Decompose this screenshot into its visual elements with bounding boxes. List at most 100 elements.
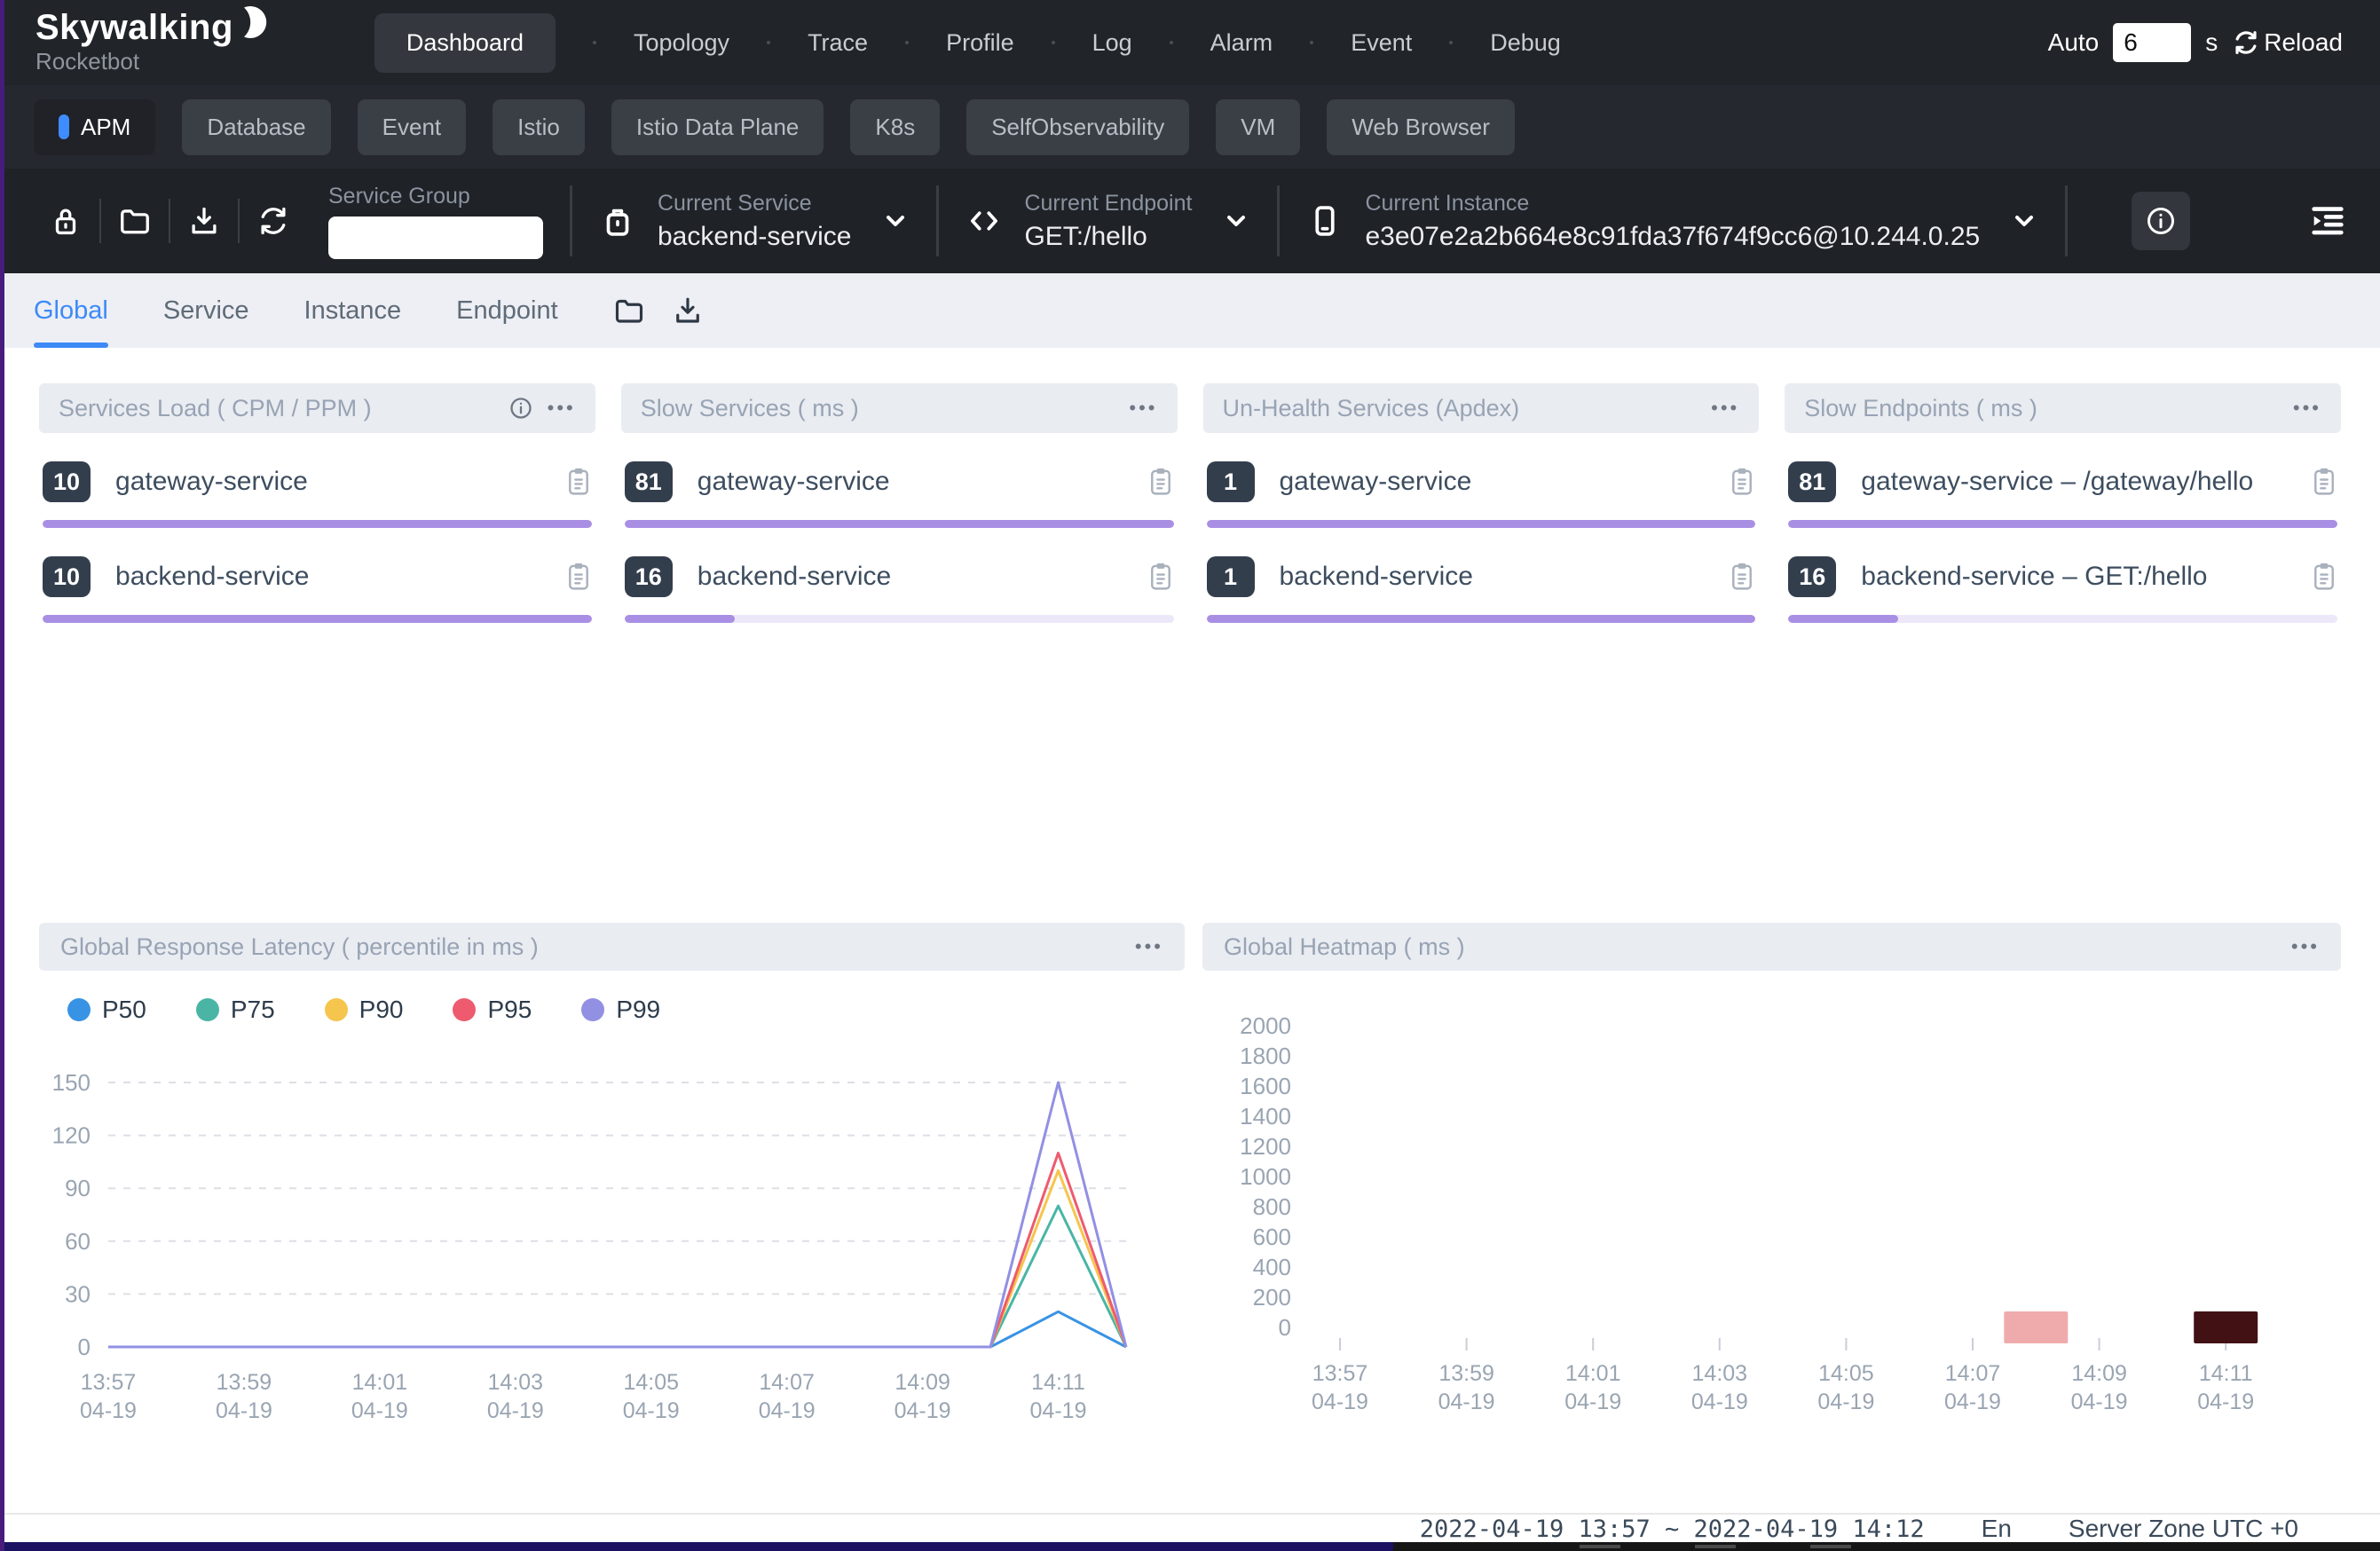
svg-text:30: 30 xyxy=(65,1280,91,1307)
service-group-label: Service Group xyxy=(328,184,543,209)
reload-button[interactable]: Reload xyxy=(2232,28,2343,57)
dashboard-tab-database[interactable]: Database xyxy=(182,99,330,155)
app-logo[interactable]: Skywalking Rocketbot xyxy=(35,10,268,75)
card-title-bar: Slow Services ( ms )••• xyxy=(621,383,1178,433)
refresh-button[interactable] xyxy=(240,204,307,238)
card-menu-button[interactable]: ••• xyxy=(2293,398,2321,418)
legend-item-p75[interactable]: P75 xyxy=(196,996,275,1024)
service-icon xyxy=(599,202,636,240)
card-menu-button[interactable]: ••• xyxy=(1711,398,1739,418)
item-name[interactable]: gateway-service – /gateway/hello xyxy=(1861,467,2253,497)
nav-item-debug[interactable]: Debug xyxy=(1412,29,1561,57)
nav-item-dashboard[interactable]: Dashboard xyxy=(374,13,556,73)
copy-button[interactable] xyxy=(1147,562,1174,592)
dashboard-tab-istio-data-plane[interactable]: Istio Data Plane xyxy=(611,99,824,155)
item-name[interactable]: backend-service xyxy=(1280,562,1473,592)
svg-text:14:03: 14:03 xyxy=(488,1370,544,1395)
copy-button[interactable] xyxy=(1729,562,1755,592)
auto-interval-input[interactable] xyxy=(2113,23,2191,62)
dashboard-tab-label: APM xyxy=(81,114,130,141)
copy-button[interactable] xyxy=(565,467,592,497)
view-tab-service[interactable]: Service xyxy=(163,273,249,348)
progress-bar-fill xyxy=(1207,615,1756,623)
folder-button-dark[interactable] xyxy=(613,295,645,327)
current-endpoint-selector[interactable]: Current Endpoint GET:/hello xyxy=(965,191,1250,252)
svg-text:04-19: 04-19 xyxy=(1312,1390,1368,1414)
legend-item-p50[interactable]: P50 xyxy=(67,996,146,1024)
view-tab-endpoint[interactable]: Endpoint xyxy=(456,273,558,348)
progress-bar xyxy=(43,520,592,528)
item-name[interactable]: backend-service xyxy=(115,562,309,592)
bottom-popup-edge xyxy=(0,1542,2380,1551)
dashboard-tab-istio[interactable]: Istio xyxy=(493,99,585,155)
time-range-picker[interactable]: 2022-04-19 13:57 ~ 2022-04-19 14:12 xyxy=(1420,1516,1925,1543)
latency-line-chart: 030609012015013:5704-1913:5904-1914:0104… xyxy=(39,1036,1185,1453)
nav-item-event[interactable]: Event xyxy=(1273,29,1412,57)
copy-button[interactable] xyxy=(2311,562,2337,592)
value-badge: 10 xyxy=(43,556,91,597)
card-menu-button[interactable]: ••• xyxy=(2291,937,2320,957)
svg-text:60: 60 xyxy=(65,1228,91,1255)
panel-toggle-button[interactable] xyxy=(2307,201,2348,241)
info-button[interactable] xyxy=(2132,192,2190,250)
card-services-load-cpm-ppm: Services Load ( CPM / PPM )•••10gateway-… xyxy=(39,383,595,923)
legend-item-p95[interactable]: P95 xyxy=(453,996,532,1024)
dashboard-tab-selfobservability[interactable]: SelfObservability xyxy=(966,99,1189,155)
item-name[interactable]: gateway-service xyxy=(1280,467,1472,497)
dashboard-tab-web-browser[interactable]: Web Browser xyxy=(1327,99,1515,155)
current-instance-selector[interactable]: Current Instance e3e07e2a2b664e8c91fda37… xyxy=(1306,191,2038,252)
dashboard-tab-apm[interactable]: APM xyxy=(34,99,155,155)
latency-chart-card: Global Response Latency ( percentile in … xyxy=(39,923,1185,1453)
export-button-dark[interactable] xyxy=(672,295,704,327)
view-tab-instance[interactable]: Instance xyxy=(304,273,402,348)
item-name[interactable]: backend-service xyxy=(697,562,891,592)
current-instance-label: Current Instance xyxy=(1365,191,1980,217)
card-menu-button[interactable]: ••• xyxy=(548,398,576,418)
nav-item-profile[interactable]: Profile xyxy=(868,29,1014,57)
export-button[interactable] xyxy=(170,204,238,238)
dashboard-tab-event[interactable]: Event xyxy=(358,99,467,155)
nav-item-log[interactable]: Log xyxy=(1014,29,1132,57)
svg-text:04-19: 04-19 xyxy=(1030,1398,1087,1423)
item-name[interactable]: backend-service – GET:/hello xyxy=(1861,562,2207,592)
info-icon[interactable] xyxy=(508,396,533,421)
svg-text:0: 0 xyxy=(1279,1314,1291,1341)
main-menu: DashboardTopologyTraceProfileLogAlarmEve… xyxy=(374,13,1561,73)
item-name[interactable]: gateway-service xyxy=(697,467,890,497)
copy-button[interactable] xyxy=(1147,467,1174,497)
dashboard-tab-k8s[interactable]: K8s xyxy=(850,99,940,155)
card-title: Slow Endpoints ( ms ) xyxy=(1804,395,2037,422)
svg-text:14:05: 14:05 xyxy=(623,1370,679,1395)
copy-button[interactable] xyxy=(565,562,592,592)
copy-button[interactable] xyxy=(2311,467,2337,497)
legend-item-p90[interactable]: P90 xyxy=(325,996,404,1024)
nav-item-trace[interactable]: Trace xyxy=(729,29,868,57)
lock-button[interactable] xyxy=(32,204,99,238)
nav-item-alarm[interactable]: Alarm xyxy=(1132,29,1273,57)
dashboard-tab-label: SelfObservability xyxy=(991,114,1164,140)
nav-item-topology[interactable]: Topology xyxy=(556,29,729,57)
instance-icon xyxy=(1306,202,1344,240)
item-name[interactable]: gateway-service xyxy=(115,467,308,497)
dashboard-tab-label: K8s xyxy=(875,114,915,140)
summary-cards-row: Services Load ( CPM / PPM )•••10gateway-… xyxy=(39,383,2341,923)
current-service-selector[interactable]: Current Service backend-service xyxy=(599,191,910,252)
view-tab-global[interactable]: Global xyxy=(34,273,108,348)
server-zone-label: Server Zone UTC +0 xyxy=(2069,1515,2298,1543)
card-title-bar: Slow Endpoints ( ms ) ••• xyxy=(1785,383,2341,433)
indent-list-icon xyxy=(2307,201,2348,241)
dashboard-tab-vm[interactable]: VM xyxy=(1216,99,1300,155)
current-endpoint-value: GET:/hello xyxy=(1024,222,1192,252)
card-menu-button[interactable]: ••• xyxy=(1135,937,1163,957)
copy-button[interactable] xyxy=(1729,467,1755,497)
card-menu-button[interactable]: ••• xyxy=(1129,398,1157,418)
clipboard-icon xyxy=(565,467,592,497)
svg-text:2000: 2000 xyxy=(1240,1012,1291,1039)
service-group-input[interactable] xyxy=(328,217,543,259)
view-tabs-bar: Global Service Instance Endpoint xyxy=(0,273,2380,348)
folder-button[interactable] xyxy=(101,204,169,238)
list-item: 81gateway-service xyxy=(621,461,1178,528)
language-toggle[interactable]: En xyxy=(1982,1515,2012,1543)
card-un-health-services-apdex: Un-Health Services (Apdex)•••1gateway-se… xyxy=(1203,383,1760,923)
legend-item-p99[interactable]: P99 xyxy=(581,996,660,1024)
